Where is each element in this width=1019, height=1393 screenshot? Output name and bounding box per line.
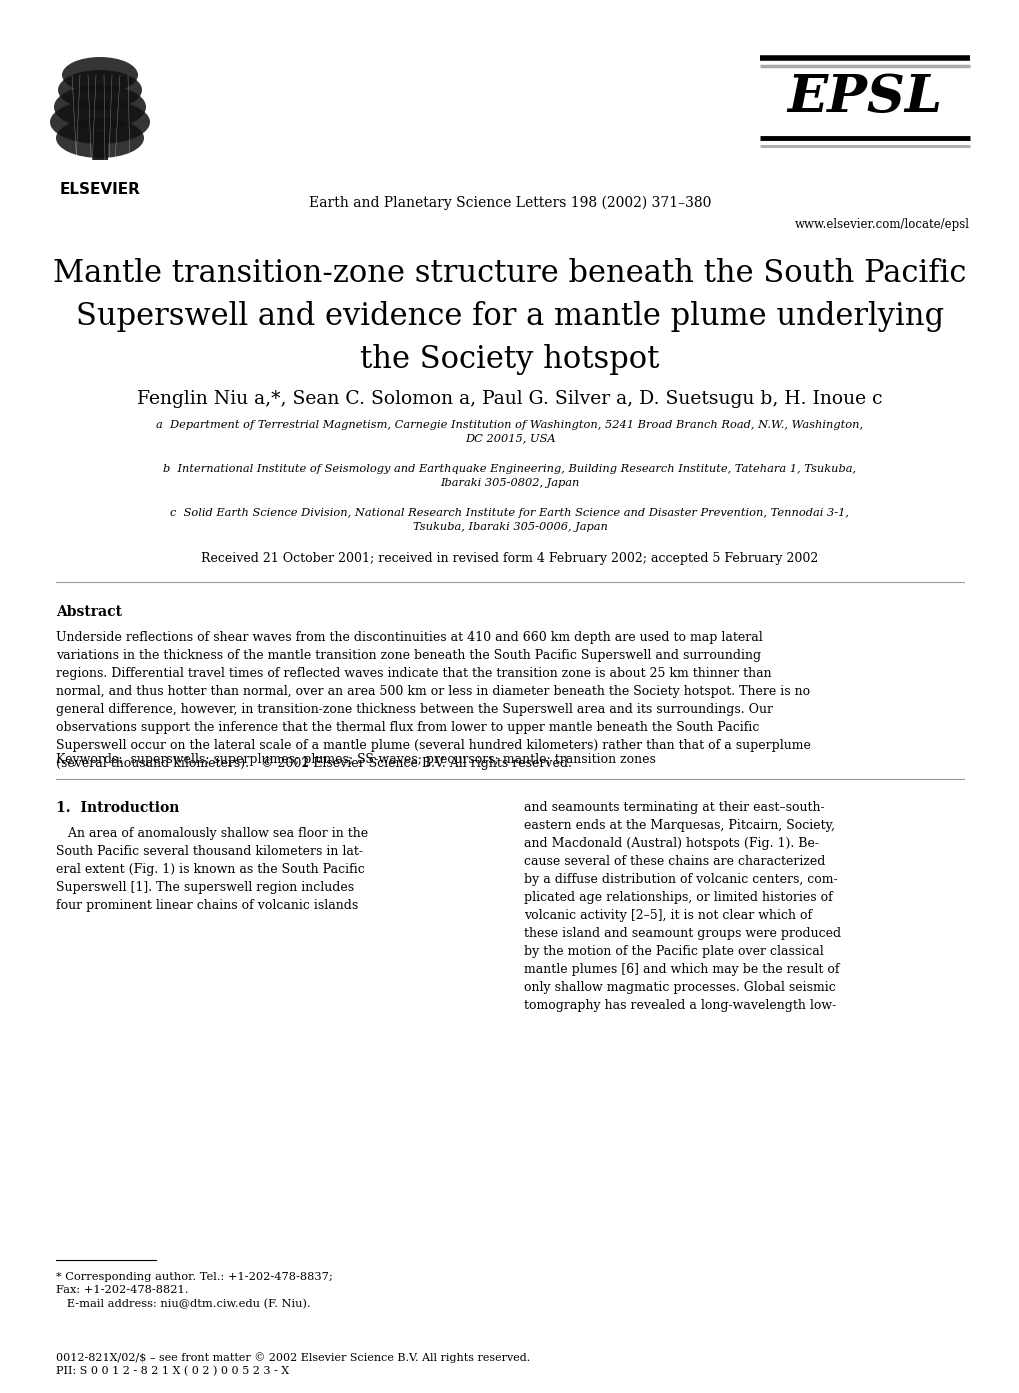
Text: 1.  Introduction: 1. Introduction — [56, 801, 179, 815]
Text: * Corresponding author. Tel.: +1-202-478-8837;
Fax: +1-202-478-8821.
   E-mail a: * Corresponding author. Tel.: +1-202-478… — [56, 1272, 332, 1309]
FancyBboxPatch shape — [92, 132, 108, 160]
Text: c  Solid Earth Science Division, National Research Institute for Earth Science a: c Solid Earth Science Division, National… — [170, 508, 849, 532]
Text: Fenglin Niu a,*, Sean C. Solomon a, Paul G. Silver a, D. Suetsugu b, H. Inoue c: Fenglin Niu a,*, Sean C. Solomon a, Paul… — [138, 390, 881, 408]
Text: Earth and Planetary Science Letters 198 (2002) 371–380: Earth and Planetary Science Letters 198 … — [309, 196, 710, 210]
Text: Abstract: Abstract — [56, 605, 122, 618]
Text: Received 21 October 2001; received in revised form 4 February 2002; accepted 5 F: Received 21 October 2001; received in re… — [201, 552, 818, 566]
Text: PII: S 0 0 1 2 - 8 2 1 X ( 0 2 ) 0 0 5 2 3 - X: PII: S 0 0 1 2 - 8 2 1 X ( 0 2 ) 0 0 5 2… — [56, 1367, 288, 1376]
Text: Underside reflections of shear waves from the discontinuities at 410 and 660 km : Underside reflections of shear waves fro… — [56, 631, 810, 770]
Text: ELSEVIER: ELSEVIER — [59, 182, 141, 196]
Ellipse shape — [50, 100, 150, 143]
Text: EPSL: EPSL — [787, 72, 942, 123]
Text: An area of anomalously shallow sea floor in the
South Pacific several thousand k: An area of anomalously shallow sea floor… — [56, 827, 368, 912]
Text: www.elsevier.com/locate/epsl: www.elsevier.com/locate/epsl — [794, 217, 969, 231]
Ellipse shape — [56, 118, 144, 157]
Text: a  Department of Terrestrial Magnetism, Carnegie Institution of Washington, 5241: a Department of Terrestrial Magnetism, C… — [156, 421, 863, 443]
Ellipse shape — [58, 70, 142, 110]
Text: 0012-821X/02/$ – see front matter © 2002 Elsevier Science B.V. All rights reserv: 0012-821X/02/$ – see front matter © 2002… — [56, 1353, 530, 1362]
Text: Keywords:  superswells; superplumes; plumes; SS-waves; precursors; mantle; trans: Keywords: superswells; superplumes; plum… — [56, 754, 655, 766]
Text: Mantle transition-zone structure beneath the South Pacific
Superswell and eviden: Mantle transition-zone structure beneath… — [53, 258, 966, 375]
Text: and seamounts terminating at their east–south-
eastern ends at the Marquesas, Pi: and seamounts terminating at their east–… — [524, 801, 841, 1011]
Ellipse shape — [54, 85, 146, 130]
Ellipse shape — [62, 57, 138, 93]
Text: b  International Institute of Seismology and Earthquake Engineering, Building Re: b International Institute of Seismology … — [163, 464, 856, 488]
